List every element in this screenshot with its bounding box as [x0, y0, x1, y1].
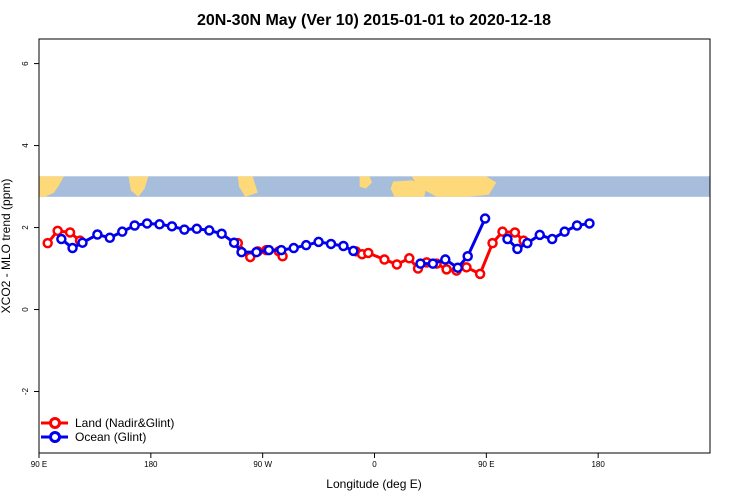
map-land-5: [411, 176, 497, 197]
y-tick-label: 0: [21, 307, 30, 312]
ocean-point: [502, 233, 513, 245]
land-point: [509, 227, 521, 238]
land-point: [64, 227, 76, 238]
ocean-point: [415, 258, 426, 269]
x-tick-label: 90 W: [253, 460, 272, 469]
ocean-point: [571, 220, 583, 231]
x-axis: 90 E 180 90 W 0 90 E 180: [31, 453, 605, 469]
ocean-point: [512, 243, 523, 255]
x-tick-label: 90 E: [478, 460, 494, 469]
y-axis: -2 0 2 4 6: [21, 61, 39, 395]
map-land-0: [39, 176, 64, 197]
legend-marker-land: [49, 417, 61, 429]
land-point: [42, 237, 53, 249]
ocean-point: [77, 237, 88, 248]
ocean-point: [154, 219, 165, 230]
ocean-point: [179, 224, 190, 235]
legend: Land (Nadir&Glint) Ocean (Glint): [41, 416, 174, 444]
ocean-point: [216, 228, 227, 239]
ocean-point: [263, 244, 275, 256]
y-tick-label: 2: [21, 225, 30, 230]
ocean-point: [452, 262, 464, 273]
ocean-point: [338, 240, 349, 252]
ocean-point: [313, 236, 324, 248]
ocean-point: [251, 246, 262, 258]
y-axis-label: XCO2 - MLO trend (ppm): [0, 179, 13, 314]
land-point: [497, 226, 508, 237]
ocean-point: [534, 229, 546, 241]
ocean-point: [546, 233, 558, 245]
ocean-point: [141, 218, 153, 229]
x-tick-label: 180: [591, 460, 605, 469]
ocean-point: [462, 250, 473, 262]
land-point: [379, 254, 390, 265]
land-point: [461, 262, 472, 273]
ocean-point: [348, 245, 359, 257]
ocean-point: [300, 239, 312, 251]
ocean-point: [67, 242, 78, 254]
map-ocean: [39, 176, 710, 197]
y-tick-label: 4: [21, 143, 30, 148]
x-tick-label: 0: [372, 460, 377, 469]
map-land-3: [359, 176, 373, 189]
x-tick-label: 180: [144, 460, 158, 469]
land-point: [487, 237, 498, 249]
y-tick-label: -2: [21, 387, 30, 395]
ocean-point: [236, 246, 247, 258]
ocean-point: [191, 223, 203, 235]
legend-marker-ocean: [49, 431, 61, 443]
ocean-point: [129, 220, 140, 231]
map-land-2: [237, 176, 258, 197]
ocean-point: [117, 226, 128, 237]
ocean-point: [104, 232, 116, 244]
y-tick-label: 6: [21, 61, 30, 66]
ocean-point: [228, 237, 240, 248]
ocean-point: [203, 225, 215, 236]
land-point: [391, 259, 403, 270]
x-tick-label: 90 E: [31, 460, 47, 469]
land-point: [52, 225, 63, 237]
land-point: [363, 247, 374, 259]
map-land-1: [128, 176, 149, 197]
land-line-segment-0: [46, 229, 81, 245]
ocean-point: [559, 226, 570, 237]
x-axis-label: Longitude (deg E): [326, 477, 421, 491]
legend-label-land: Land (Nadir&Glint): [75, 416, 174, 430]
ocean-point: [325, 238, 337, 250]
legend-item-land: Land (Nadir&Glint): [41, 416, 174, 430]
land-point: [404, 253, 415, 264]
ocean-point: [440, 254, 451, 265]
ocean-point: [479, 213, 491, 224]
plot-area: [42, 213, 595, 280]
ocean-point: [427, 258, 439, 269]
ocean-point: [288, 242, 299, 254]
ocean-point: [522, 237, 533, 249]
chart-title: 20N-30N May (Ver 10) 2015-01-01 to 2020-…: [197, 12, 551, 29]
legend-label-ocean: Ocean (Glint): [75, 430, 146, 444]
ocean-point: [56, 233, 67, 245]
plot-frame: [38, 38, 711, 454]
legend-item-ocean: Ocean (Glint): [41, 430, 146, 444]
ocean-point: [92, 229, 103, 240]
ocean-point: [584, 218, 595, 229]
land-point: [474, 268, 486, 280]
map-strip: [39, 176, 710, 197]
ocean-point: [276, 244, 287, 256]
land-point: [441, 264, 452, 275]
ocean-point: [166, 221, 178, 232]
